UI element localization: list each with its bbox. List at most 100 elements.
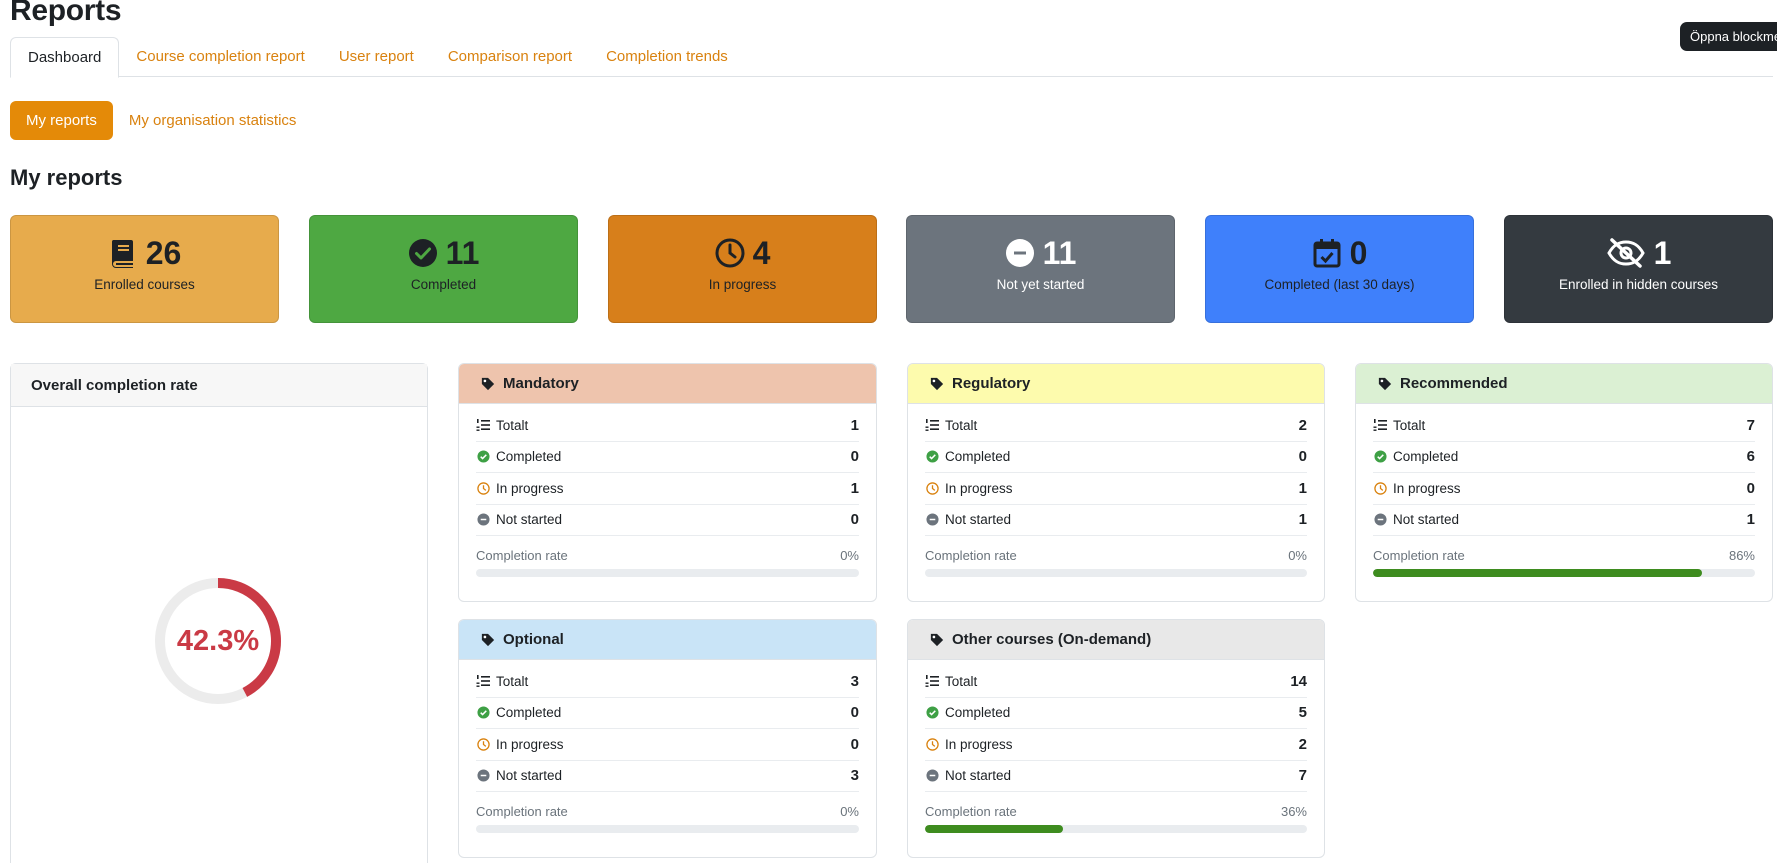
stat-completed: 11 Completed	[309, 215, 578, 323]
completion-rate-label: Completion rate	[925, 804, 1017, 819]
row-in-progress: In progress 0	[476, 729, 859, 761]
row-in-progress: In progress 2	[925, 729, 1307, 761]
tag-icon	[481, 377, 495, 390]
row-value: 6	[1746, 448, 1755, 466]
row-value: 3	[850, 672, 859, 690]
row-value: 1	[1746, 511, 1755, 529]
stat-completed-last-30-days: 0 Completed (last 30 days)	[1205, 215, 1474, 323]
row-label: Totalt	[496, 417, 529, 433]
list-ol-icon	[925, 674, 939, 688]
report-tabs: Dashboard Course completion report User …	[10, 37, 1773, 78]
list-ol-icon	[476, 674, 490, 688]
book-icon	[108, 237, 138, 269]
stat-label: Completed	[410, 277, 477, 292]
row-total: Totalt 1	[476, 410, 859, 442]
tab-completion-trends[interactable]: Completion trends	[606, 48, 728, 65]
row-label: Completed	[945, 705, 1011, 721]
row-value: 2	[1298, 416, 1307, 434]
category-card-mandatory: Mandatory Totalt 1 Completed 0 In progress 1 No…	[458, 363, 877, 602]
completion-progress-fill	[1373, 569, 1702, 577]
row-completed: Completed 6	[1373, 442, 1755, 473]
report-pills: My reports My organisation statistics	[10, 101, 312, 140]
check-circle-icon	[925, 450, 939, 464]
row-in-progress: In progress 1	[925, 473, 1307, 505]
row-value: 7	[1746, 416, 1755, 434]
row-total: Totalt 7	[1373, 410, 1755, 442]
row-value: 0	[1298, 448, 1307, 466]
clock-icon	[1373, 481, 1387, 495]
list-ol-icon	[925, 418, 939, 432]
overall-completion-title: Overall completion rate	[11, 364, 427, 407]
completion-rate-row: Completion rate 86%	[1373, 548, 1755, 563]
row-value: 0	[850, 511, 859, 529]
check-circle-icon	[925, 706, 939, 720]
clock-icon	[715, 237, 745, 269]
minus-circle-icon	[1005, 237, 1035, 269]
stat-value: 1	[1653, 234, 1672, 271]
row-value: 0	[1746, 479, 1755, 497]
stat-value: 11	[1042, 234, 1077, 271]
row-label: Totalt	[1393, 417, 1426, 433]
tab-comparison-report[interactable]: Comparison report	[447, 48, 573, 65]
clock-icon	[925, 737, 939, 751]
minus-circle-icon	[476, 769, 490, 783]
row-label: Not started	[945, 768, 1012, 784]
row-total: Totalt 3	[476, 666, 859, 698]
row-completed: Completed 5	[925, 698, 1307, 729]
row-label: Totalt	[496, 673, 529, 689]
row-label: Totalt	[945, 673, 978, 689]
completion-rate-row: Completion rate 36%	[925, 804, 1307, 819]
category-card-recommended: Recommended Totalt 7 Completed 6 In progress 0…	[1355, 363, 1773, 602]
open-block-menu-button[interactable]: Öppna blockmeny	[1680, 22, 1777, 51]
category-header: Optional	[459, 620, 876, 660]
clock-icon	[925, 481, 939, 495]
stat-value: 0	[1349, 234, 1368, 271]
stat-label: Enrolled courses	[94, 277, 195, 292]
list-ol-icon	[1373, 418, 1387, 432]
row-label: Totalt	[945, 417, 978, 433]
eye-slash-icon	[1606, 237, 1646, 269]
row-value: 3	[850, 767, 859, 785]
pill-my-organisation-statistics[interactable]: My organisation statistics	[128, 112, 297, 129]
row-value: 1	[850, 416, 859, 434]
row-total: Totalt 14	[925, 666, 1307, 698]
completion-rate-row: Completion rate 0%	[925, 548, 1307, 563]
category-name: Optional	[503, 631, 564, 648]
tab-dashboard[interactable]: Dashboard	[10, 37, 120, 78]
row-not-started: Not started 0	[476, 505, 859, 536]
stat-label: In progress	[708, 277, 777, 292]
row-in-progress: In progress 0	[1373, 473, 1755, 505]
stat-in-progress: 4 In progress	[608, 215, 877, 323]
completion-rate-value: 36%	[1280, 804, 1307, 819]
completion-rate-value: 0%	[1288, 548, 1307, 563]
row-label: In progress	[1393, 480, 1461, 496]
row-completed: Completed 0	[476, 698, 859, 729]
row-label: In progress	[496, 480, 564, 496]
row-label: Completed	[1393, 449, 1459, 465]
completion-progress-fill	[925, 825, 1063, 833]
category-card-other-courses: Other courses (On-demand) Totalt 14 Complet…	[907, 619, 1325, 858]
tab-course-completion-report[interactable]: Course completion report	[136, 48, 305, 65]
completion-progress-bar	[1373, 569, 1755, 577]
overall-completion-card: Overall completion rate 42.3%	[10, 363, 428, 863]
completion-progress-bar	[476, 569, 859, 577]
row-value: 0	[850, 704, 859, 722]
tab-user-report[interactable]: User report	[338, 48, 414, 65]
completion-rate-row: Completion rate 0%	[476, 804, 859, 819]
calendar-check-icon	[1312, 237, 1342, 269]
completion-rate-value: 0%	[840, 804, 859, 819]
row-value: 2	[1298, 735, 1307, 753]
category-header: Recommended	[1356, 364, 1772, 404]
check-circle-icon	[476, 706, 490, 720]
row-label: Not started	[496, 512, 563, 528]
tag-icon	[481, 633, 495, 646]
row-label: Completed	[496, 705, 562, 721]
row-completed: Completed 0	[476, 442, 859, 473]
row-value: 7	[1298, 767, 1307, 785]
completion-progress-bar	[476, 825, 859, 833]
completion-rate-value: 0%	[840, 548, 859, 563]
stat-label: Completed (last 30 days)	[1264, 277, 1415, 292]
pill-my-reports[interactable]: My reports	[10, 101, 113, 140]
donut-arc	[155, 578, 281, 704]
list-ol-icon	[476, 418, 490, 432]
